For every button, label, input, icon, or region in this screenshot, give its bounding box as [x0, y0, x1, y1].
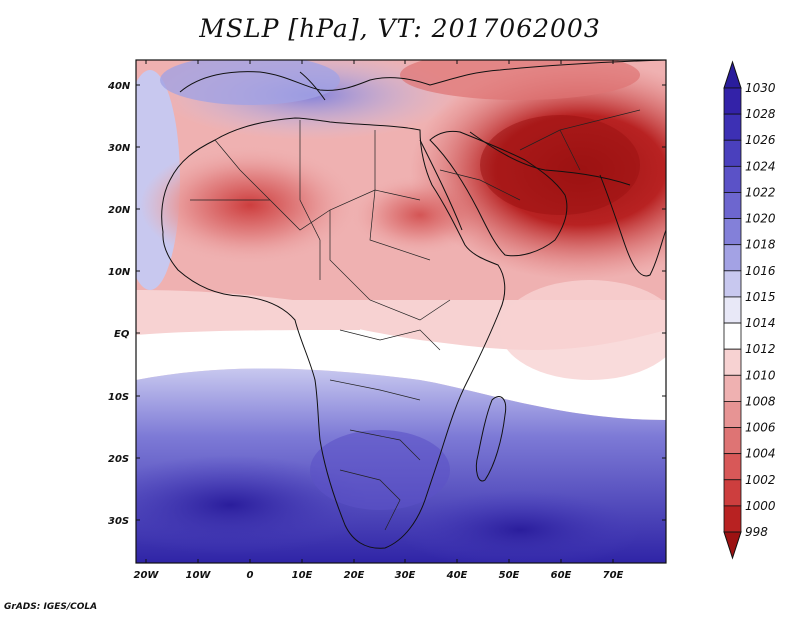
arabia-coastline — [429, 130, 568, 257]
coastlines — [161, 60, 666, 549]
india-coastline — [599, 174, 666, 277]
colorbar-label: 1006 — [745, 421, 776, 435]
colorbar-label: 998 — [745, 525, 768, 539]
lat-tick-label: 30N — [108, 143, 131, 154]
red-sea-coastline — [419, 139, 463, 231]
lon-tick-label: 20W — [134, 570, 160, 581]
lon-tick-label: 0 — [247, 570, 254, 581]
colorbar: 1030 1028 1026 1024 1022 1020 1018 1016 1015 1014… — [723, 60, 776, 560]
colorbar-label: 1018 — [745, 238, 776, 252]
lat-tick-marks — [136, 84, 666, 521]
lon-tick-label: 20E — [344, 570, 365, 581]
africa-coastline — [161, 117, 506, 549]
colorbar-label: 1004 — [745, 447, 776, 461]
colorbar-segment — [723, 453, 742, 481]
country-borders — [190, 109, 641, 531]
europe-coastline — [179, 60, 666, 93]
colorbar-min-triangle — [723, 531, 742, 560]
colorbar-segment — [723, 113, 742, 141]
colorbar-label: 1000 — [745, 499, 776, 513]
lat-tick-label: 40N — [107, 81, 131, 92]
colorbar-segment — [723, 505, 742, 533]
colorbar-label: 1028 — [745, 107, 776, 121]
colorbar-segment — [723, 322, 742, 350]
colorbar-label: 1030 — [745, 81, 776, 95]
colorbar-segment — [723, 244, 742, 272]
colorbar-segment — [723, 270, 742, 298]
plot-frame — [135, 59, 667, 564]
lat-tick-label: 10S — [108, 392, 129, 403]
colorbar-segment — [723, 427, 742, 455]
colorbar-label: 1026 — [745, 133, 776, 147]
colorbar-label: 1012 — [745, 342, 776, 356]
lon-tick-marks — [145, 60, 614, 563]
colorbar-label: 1015 — [745, 290, 776, 304]
lat-tick-label: EQ — [114, 329, 130, 340]
colorbar-label: 1024 — [745, 159, 776, 173]
colorbar-label: 1020 — [745, 212, 776, 226]
colorbar-label: 1010 — [745, 368, 776, 382]
colorbar-segment — [723, 165, 742, 193]
colorbar-segment — [723, 348, 742, 376]
lon-tick-label: 10W — [186, 570, 212, 581]
colorbar-label: 1008 — [745, 394, 776, 408]
lat-axis: 40N 30N 20N 10N EQ 10S 20S 30S — [107, 81, 131, 527]
colorbar-segment — [723, 479, 742, 507]
pressure-field — [136, 60, 666, 563]
colorbar-segment — [723, 87, 742, 115]
colorbar-label: 1014 — [745, 316, 776, 330]
colorbar-segment — [723, 218, 742, 246]
lat-tick-label: 20S — [108, 454, 129, 465]
colorbar-label: 1022 — [745, 185, 776, 199]
colorbar-segment — [723, 401, 742, 428]
lon-tick-label: 60E — [551, 570, 572, 581]
lon-axis: 20W 10W 0 10E 20E 30E 40E 50E 60E 70E — [134, 570, 624, 581]
credit-text: GrADS: IGES/COLA — [4, 602, 98, 612]
map-title: MSLP [hPa], VT: 2017062003 — [199, 14, 601, 43]
lon-tick-label: 40E — [446, 570, 468, 581]
lat-tick-label: 20N — [108, 205, 131, 216]
colorbar-segment — [723, 192, 742, 219]
colorbar-label: 1016 — [745, 264, 776, 278]
iran-coastline — [469, 131, 631, 186]
madagascar-coastline — [475, 396, 507, 482]
lon-tick-label: 70E — [603, 570, 624, 581]
colorbar-label: 1002 — [745, 473, 776, 487]
lon-tick-label: 30E — [395, 570, 416, 581]
lon-tick-label: 50E — [499, 570, 520, 581]
colorbar-segment — [723, 139, 742, 167]
colorbar-max-triangle — [723, 60, 742, 89]
lon-tick-label: 10E — [292, 570, 313, 581]
italy-coastline — [299, 71, 326, 101]
colorbar-segment — [723, 296, 742, 324]
lat-tick-label: 30S — [108, 516, 129, 527]
lat-tick-label: 10N — [108, 267, 131, 278]
colorbar-segment — [723, 374, 742, 402]
